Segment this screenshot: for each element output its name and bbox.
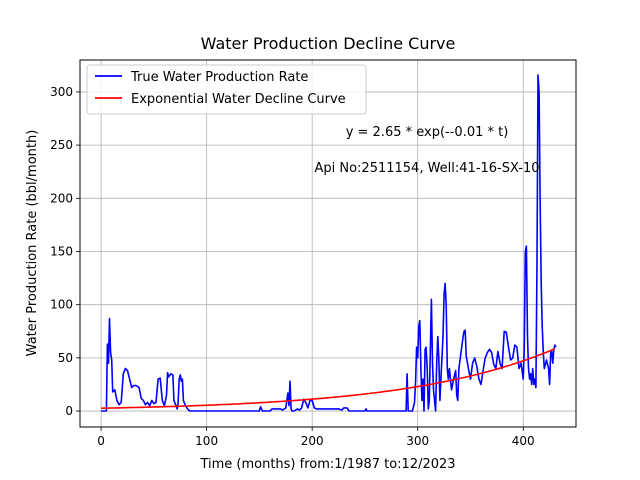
y-axis-label: Water Production Rate (bbl/month): [25, 130, 40, 357]
y-tick-label: 0: [65, 404, 73, 418]
axis-ticks: 0 100 200 300 400 0 50 100 150 200 250 300: [50, 85, 535, 448]
plot-frame: [79, 59, 577, 428]
y-tick-label: 50: [58, 351, 73, 365]
legend-label-true-rate: True Water Production Rate: [130, 70, 308, 85]
y-tick-label: 200: [50, 191, 73, 205]
chart-title: Water Production Decline Curve: [201, 34, 456, 53]
series-true-water-production-rate: [101, 74, 557, 412]
y-tick-label: 100: [50, 298, 73, 312]
equation-annotation: y = 2.65 * exp(--0.01 * t): [346, 125, 509, 140]
x-tick-label: 100: [195, 434, 218, 448]
x-tick-label: 200: [301, 434, 324, 448]
series-layer: [101, 74, 557, 412]
legend-box: [86, 64, 367, 115]
well-annotation: Api No:2511154, Well:41-16-SX-10: [314, 161, 539, 176]
grid-lines: [80, 60, 576, 427]
legend: True Water Production Rate Exponential W…: [86, 64, 367, 115]
x-axis-label: Time (months) from:1/1987 to:12/2023: [199, 457, 455, 472]
x-tick-label: 300: [406, 434, 429, 448]
legend-label-exponential: Exponential Water Decline Curve: [131, 92, 346, 107]
x-tick-label: 400: [512, 434, 535, 448]
y-tick-label: 150: [50, 244, 73, 258]
series-exponential-decline-curve: [101, 347, 556, 409]
y-tick-label: 300: [50, 85, 73, 99]
y-tick-label: 250: [50, 138, 73, 152]
x-tick-label: 0: [97, 434, 105, 448]
